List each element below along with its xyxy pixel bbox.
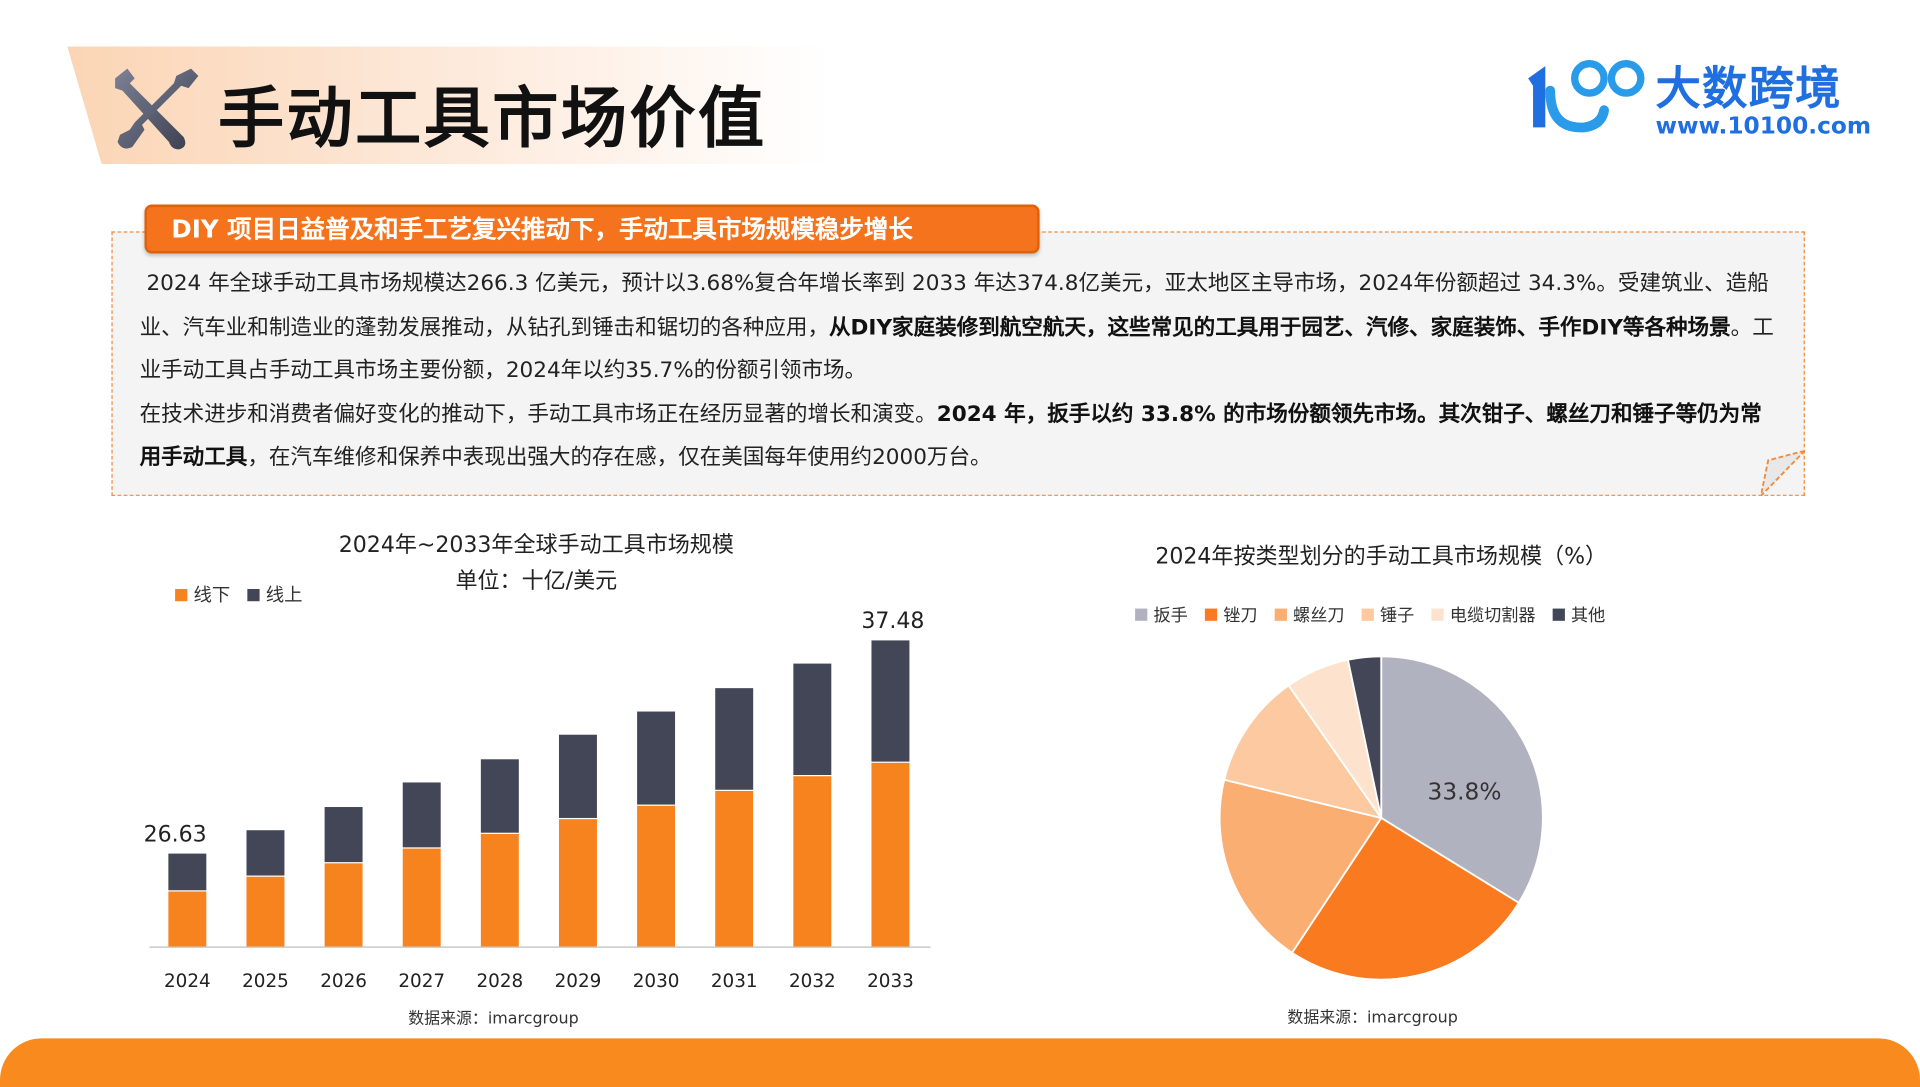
legend-label: 电缆切割器: [1449, 606, 1536, 626]
text: 。工业手动工具占手动工具市场主要份额，2024年以约35.7%的份额引领市场。: [139, 315, 1774, 384]
bar-offline: [871, 762, 910, 947]
legend-item: 线上: [247, 582, 302, 608]
legend-label: 扳手: [1153, 606, 1188, 626]
pie-slice: [1218, 778, 1383, 955]
legend-swatch: [247, 588, 260, 601]
logo-mark: [1528, 60, 1645, 133]
bar-online: [715, 688, 754, 790]
bar-offline: [637, 805, 676, 947]
pie-slice: [1223, 684, 1384, 820]
bar-offline: [558, 819, 597, 947]
bar-offline: [480, 833, 519, 947]
bar-online: [558, 734, 597, 818]
legend-swatch: [1361, 608, 1374, 621]
legend-swatch: [1135, 608, 1148, 621]
x-tick-label: 2024: [164, 971, 211, 992]
x-tick-label: 2033: [867, 971, 914, 992]
pie-data-label: 33.8%: [1428, 779, 1502, 806]
text: ，在汽车维修和保养中表现出强大的存在感，仅在美国每年使用约2000万台。: [247, 446, 992, 471]
bar-offline: [402, 848, 441, 947]
bar-offline: [168, 891, 207, 947]
pie-chart-title: 2024年按类型划分的手动工具市场规模（%）: [1155, 543, 1608, 570]
pie-legend: 扳手 锉刀 螺丝刀 锤子 电缆切割器 其他: [1135, 602, 1622, 626]
bar-online: [871, 640, 910, 762]
bar-chart-source: 数据来源：imarcgroup: [408, 1010, 579, 1029]
x-tick-label: 2031: [711, 971, 758, 992]
bar-online: [793, 663, 832, 775]
bar-offline: [715, 790, 754, 947]
legend-swatch: [1552, 608, 1565, 621]
headline-pill: DIY 项目日益普及和手工艺复兴推动下，手动工具市场规模稳步增长: [144, 204, 1040, 254]
bar-online: [402, 782, 441, 848]
data-label: 37.48: [861, 609, 924, 634]
pie-chart: 33.8%: [1218, 655, 1544, 981]
paragraph-2: 在技术进步和消费者偏好变化的推动下，手动工具市场正在经历显著的增长和演变。202…: [140, 394, 1775, 481]
legend-item: 线下: [175, 582, 230, 608]
wrench-screwdriver-icon: [115, 68, 199, 150]
legend-swatch: [1204, 608, 1218, 621]
paragraph-1: 2024 年全球手动工具市场规模达266.3 亿美元，预计以3.68%复合年增长…: [140, 263, 1775, 394]
title-banner: [67, 46, 827, 165]
pie-slice: [1290, 816, 1521, 981]
pie-slice: [1380, 655, 1544, 905]
page-fold-corner: [1760, 450, 1805, 496]
legend-item: 螺丝刀: [1274, 602, 1345, 626]
x-tick-label: 2029: [555, 971, 602, 992]
bar-online: [246, 830, 285, 876]
bar-offline: [793, 776, 832, 947]
bar-chart-subtitle: 单位：十亿/美元: [455, 568, 618, 594]
page-title: 手动工具市场价值: [217, 79, 767, 157]
legend-label: 线上: [265, 584, 303, 607]
bold-text: 2024 年，扳手以约 33.8% 的市场份额领先市场。其次钳子、螺丝刀和锤子等…: [139, 402, 1762, 471]
pie-slice: [1346, 655, 1383, 819]
legend-label: 锤子: [1380, 606, 1415, 626]
legend-item: 锉刀: [1204, 602, 1258, 626]
bar-online: [324, 807, 363, 863]
legend-label: 锉刀: [1223, 606, 1258, 626]
legend-swatch: [1431, 608, 1444, 621]
bar-online: [168, 853, 207, 891]
bar-offline: [324, 863, 363, 947]
legend-label: 螺丝刀: [1293, 606, 1345, 626]
bar-chart: 2024 26.63 2025 2026 2027 2028 2029 2030 2031 203…: [144, 609, 931, 992]
data-label: 26.63: [144, 822, 207, 847]
legend-label: 线下: [193, 584, 231, 607]
legend-swatch: [1274, 608, 1287, 621]
x-tick-label: 2025: [242, 971, 289, 992]
logo-url: www.10100.com: [1655, 112, 1872, 140]
x-tick-label: 2030: [633, 971, 680, 992]
logo-text: 大数跨境: [1655, 62, 1842, 116]
bold-text: 从DIY家庭装修到航空航天，这些常见的工具用于园艺、汽修、家庭装饰、手作DIY等…: [828, 315, 1731, 340]
x-tick-label: 2026: [320, 971, 367, 992]
bar-online: [637, 711, 676, 805]
pie-chart-source: 数据来源：imarcgroup: [1287, 1008, 1458, 1028]
footer-band: [0, 1038, 1920, 1087]
bar-online: [480, 759, 519, 833]
legend-item: 电缆切割器: [1431, 602, 1536, 626]
bar-offline: [246, 876, 285, 947]
legend-item: 扳手: [1135, 602, 1188, 626]
summary-text: 2024 年全球手动工具市场规模达266.3 亿美元，预计以3.68%复合年增长…: [140, 263, 1775, 481]
text: 在技术进步和消费者偏好变化的推动下，手动工具市场正在经历显著的增长和演变。: [139, 402, 937, 428]
bar-chart-title: 2024年~2033年全球手动工具市场规模: [338, 532, 734, 559]
legend-swatch: [175, 588, 188, 601]
text: 2024 年全球手动工具市场规模达266.3 亿美元，预计以3.68%复合年增长…: [139, 271, 1769, 340]
bar-legend: 线下 线上: [175, 582, 320, 608]
x-tick-label: 2032: [789, 971, 836, 992]
x-tick-label: 2027: [398, 971, 445, 992]
legend-label: 其他: [1571, 606, 1606, 626]
legend-item: 其他: [1552, 602, 1606, 626]
x-tick-label: 2028: [476, 971, 523, 992]
legend-item: 锤子: [1361, 602, 1415, 626]
